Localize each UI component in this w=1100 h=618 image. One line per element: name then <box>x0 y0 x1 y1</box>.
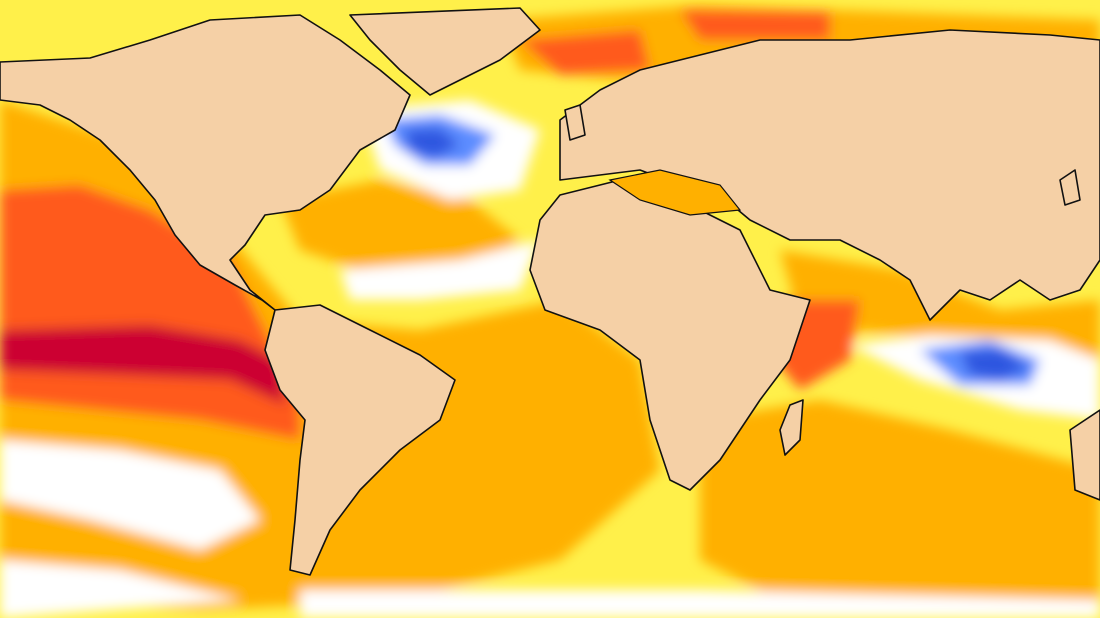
blue-patch <box>405 128 460 158</box>
north-america <box>0 14 411 311</box>
white-patch <box>0 440 260 550</box>
africa <box>529 179 811 491</box>
white-patch <box>0 560 240 618</box>
red-orange-patch <box>520 30 650 75</box>
australia <box>1069 409 1100 501</box>
white-patch <box>340 240 540 300</box>
mediterranean-sea <box>608 169 742 216</box>
white-patch <box>300 590 1100 618</box>
madagascar <box>779 399 804 456</box>
greenland <box>349 7 541 96</box>
land-masses <box>0 7 1100 576</box>
orange-patch <box>700 400 1100 610</box>
blue-patch <box>960 348 1030 380</box>
orange-patch <box>280 180 520 270</box>
british-isles <box>564 104 586 141</box>
south-america <box>264 304 456 576</box>
dark-red-band <box>0 325 285 405</box>
japan <box>1059 169 1081 206</box>
red-orange-patch <box>680 10 830 40</box>
